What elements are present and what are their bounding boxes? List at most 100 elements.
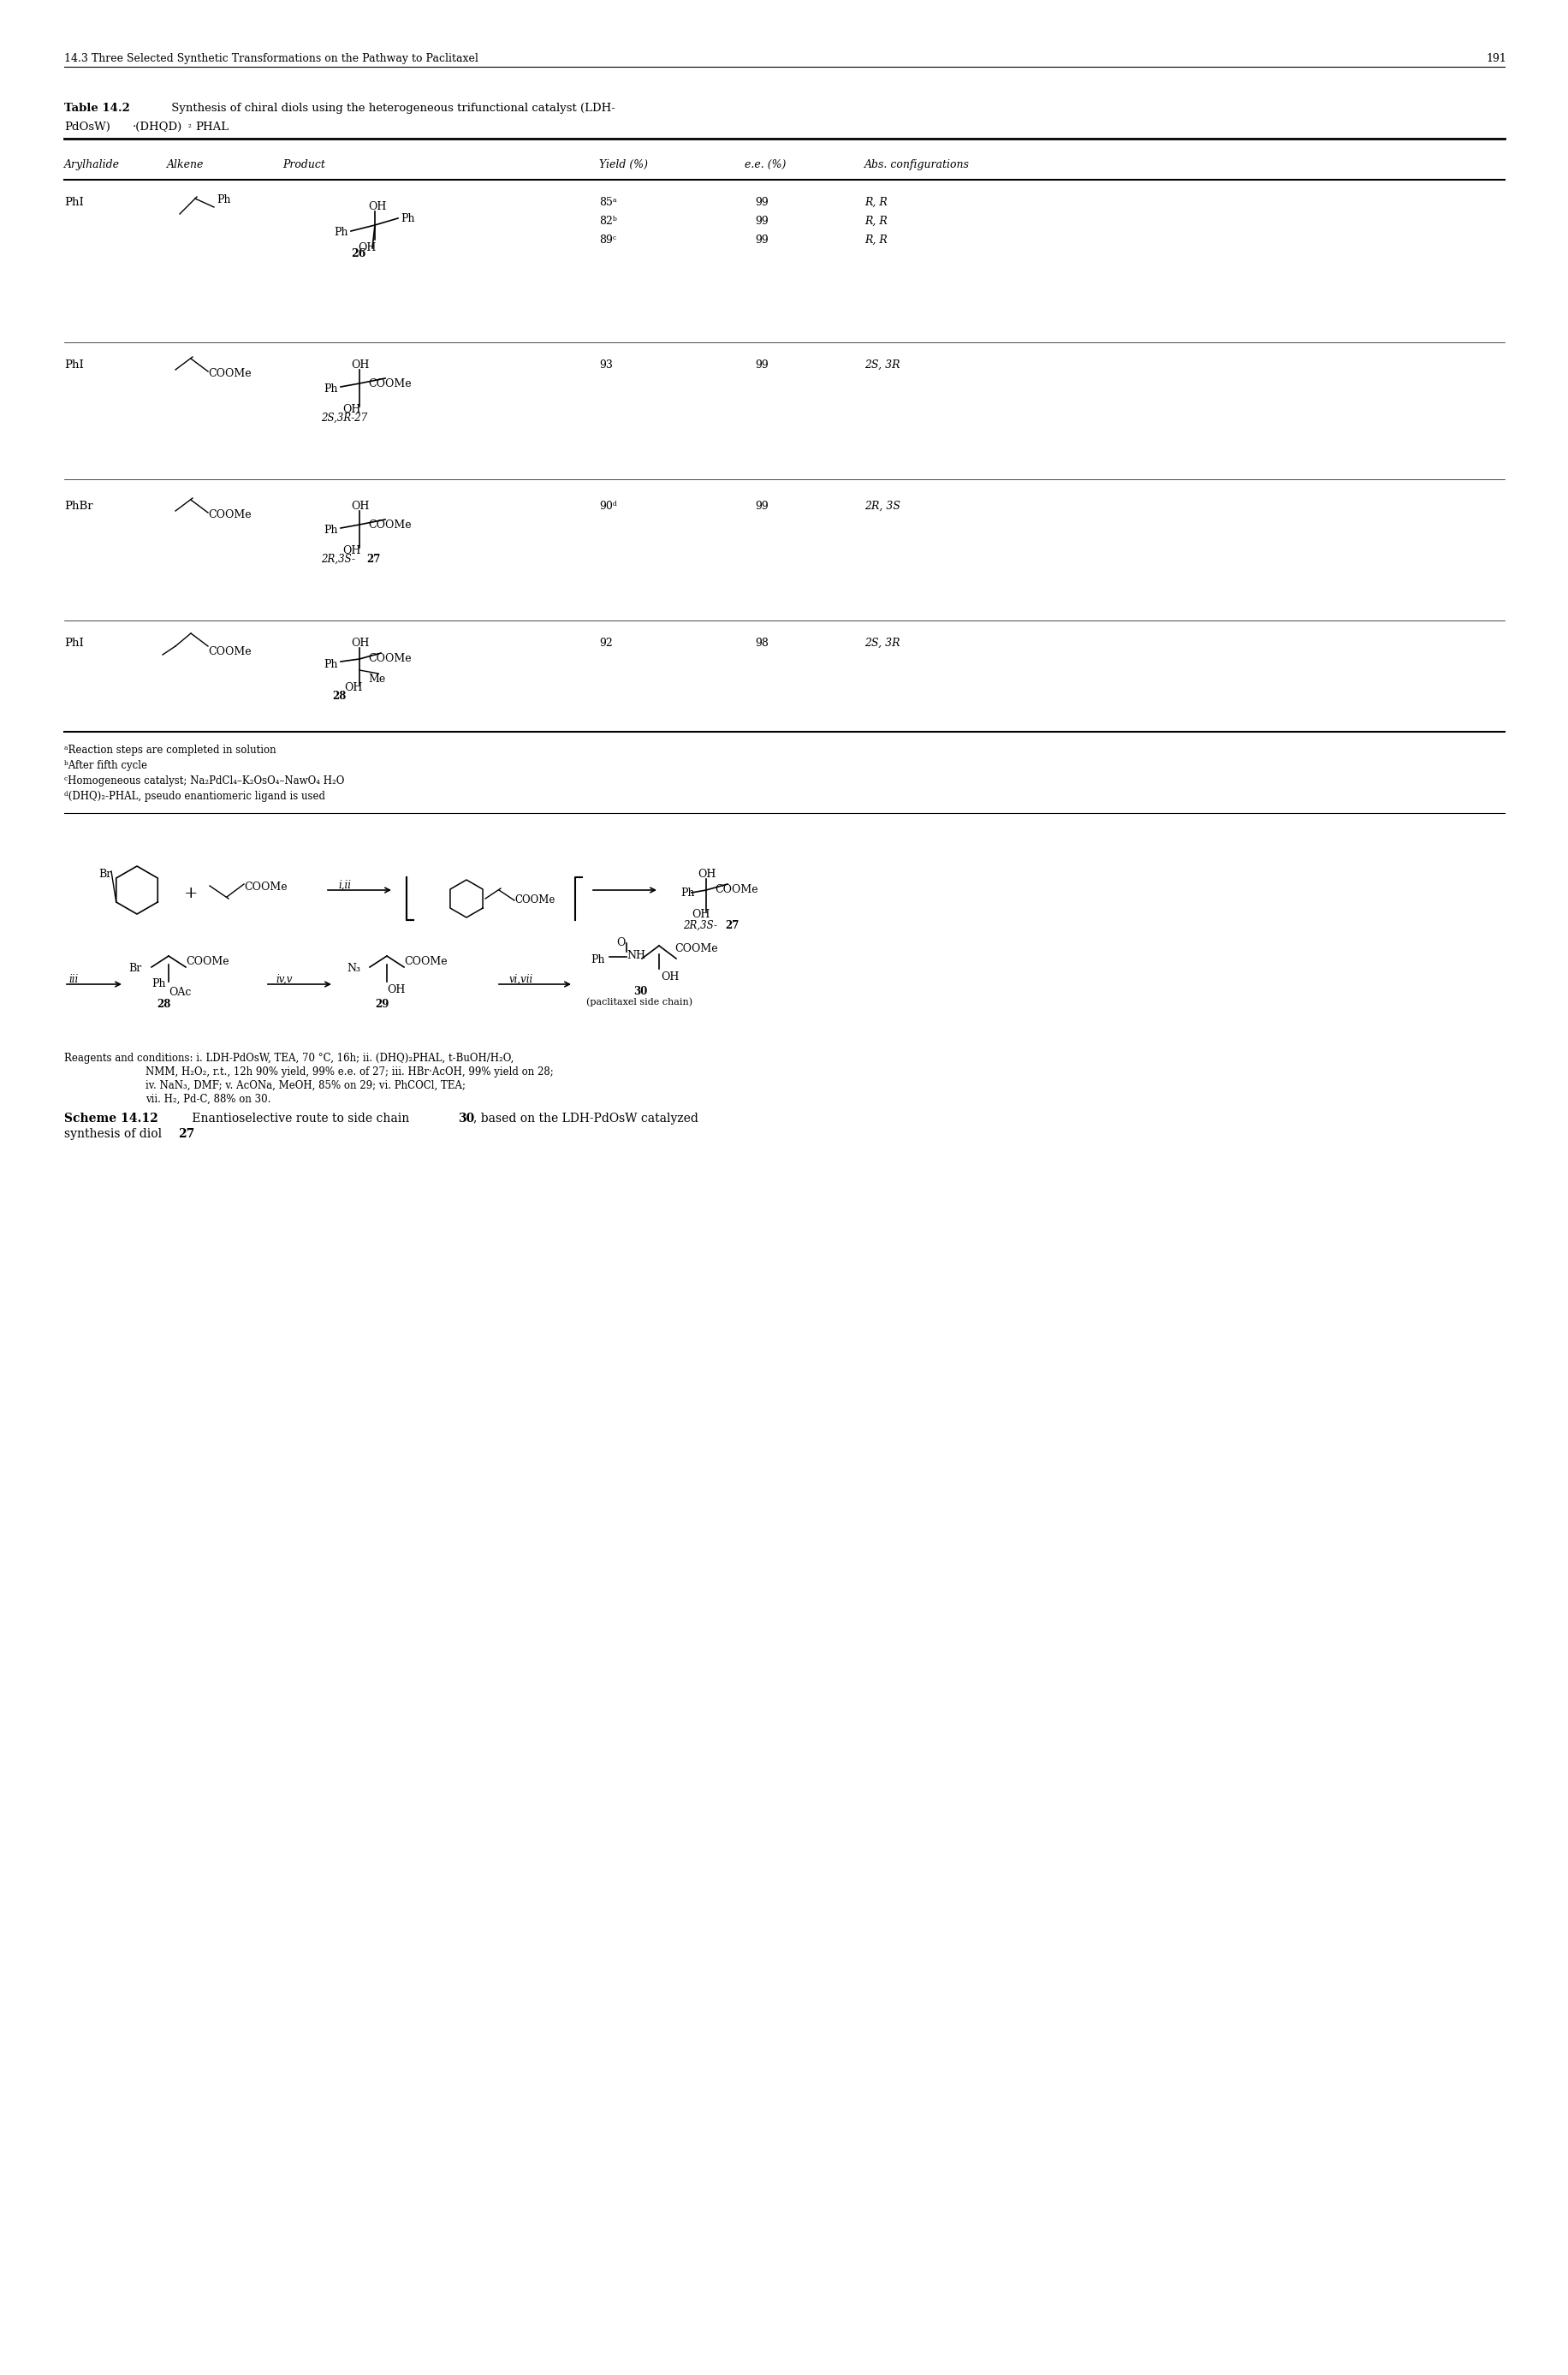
Text: Product: Product bbox=[282, 159, 325, 171]
Text: OH: OH bbox=[660, 971, 679, 983]
Text: OH: OH bbox=[387, 983, 405, 995]
Text: 26: 26 bbox=[351, 249, 365, 259]
Text: 98: 98 bbox=[754, 637, 768, 648]
Text: COOMe: COOMe bbox=[405, 957, 447, 967]
Text: OH: OH bbox=[698, 869, 715, 879]
Text: iv,v: iv,v bbox=[276, 974, 292, 986]
Text: vi,vii: vi,vii bbox=[510, 974, 533, 986]
Text: PhI: PhI bbox=[64, 637, 83, 648]
Text: PdOsW): PdOsW) bbox=[64, 121, 110, 133]
Text: e.e. (%): e.e. (%) bbox=[745, 159, 786, 171]
Text: COOMe: COOMe bbox=[368, 378, 411, 390]
Text: Enantioselective route to side chain: Enantioselective route to side chain bbox=[188, 1112, 412, 1126]
Text: PHAL: PHAL bbox=[194, 121, 229, 133]
Text: Synthesis of chiral diols using the heterogeneous trifunctional catalyst (LDH-: Synthesis of chiral diols using the hete… bbox=[168, 102, 615, 114]
Text: Alkene: Alkene bbox=[166, 159, 204, 171]
Text: 99: 99 bbox=[754, 501, 768, 511]
Text: 2R, 3S: 2R, 3S bbox=[864, 501, 900, 511]
Text: Yield (%): Yield (%) bbox=[599, 159, 648, 171]
Text: (paclitaxel side chain): (paclitaxel side chain) bbox=[586, 998, 691, 1007]
Text: 99: 99 bbox=[754, 235, 768, 245]
Text: Me: Me bbox=[368, 674, 386, 684]
Text: COOMe: COOMe bbox=[715, 884, 757, 895]
Text: Ph: Ph bbox=[681, 888, 695, 898]
Text: Scheme 14.12: Scheme 14.12 bbox=[64, 1112, 158, 1126]
Text: OH: OH bbox=[343, 682, 362, 694]
Text: 27: 27 bbox=[177, 1128, 194, 1140]
Text: N₃: N₃ bbox=[347, 962, 361, 974]
Text: Ph: Ph bbox=[216, 195, 230, 204]
Text: O: O bbox=[616, 938, 624, 948]
Text: COOMe: COOMe bbox=[243, 881, 287, 893]
Text: Reagents and conditions: i. LDH-PdOsW, TEA, 70 °C, 16h; ii. (DHQ)₂PHAL, t-BuOH/H: Reagents and conditions: i. LDH-PdOsW, T… bbox=[64, 1052, 514, 1064]
Text: Table 14.2: Table 14.2 bbox=[64, 102, 130, 114]
Text: 30: 30 bbox=[458, 1112, 474, 1126]
Text: 2S, 3R: 2S, 3R bbox=[864, 637, 900, 648]
Text: NMM, H₂O₂, r.t., 12h 90% yield, 99% e.e. of 27; iii. HBr·AcOH, 99% yield on 28;: NMM, H₂O₂, r.t., 12h 90% yield, 99% e.e.… bbox=[146, 1066, 554, 1078]
Text: OH: OH bbox=[351, 501, 368, 511]
Text: Ph: Ph bbox=[323, 525, 337, 537]
Text: , based on the LDH-PdOsW catalyzed: , based on the LDH-PdOsW catalyzed bbox=[474, 1112, 698, 1126]
Text: NH: NH bbox=[626, 950, 644, 962]
Text: OH: OH bbox=[342, 404, 361, 416]
Text: PhBr: PhBr bbox=[64, 501, 93, 511]
Text: iv. NaN₃, DMF; v. AcONa, MeOH, 85% on 29; vi. PhCOCl, TEA;: iv. NaN₃, DMF; v. AcONa, MeOH, 85% on 29… bbox=[146, 1081, 466, 1090]
Text: PhI: PhI bbox=[64, 197, 83, 209]
Text: +: + bbox=[183, 886, 198, 900]
Text: COOMe: COOMe bbox=[674, 943, 718, 955]
Text: 30: 30 bbox=[633, 986, 648, 998]
Text: 2R,3S-: 2R,3S- bbox=[682, 919, 717, 931]
Text: 14.3 Three Selected Synthetic Transformations on the Pathway to Paclitaxel: 14.3 Three Selected Synthetic Transforma… bbox=[64, 52, 478, 64]
Text: 99: 99 bbox=[754, 216, 768, 226]
Text: 27: 27 bbox=[365, 553, 379, 565]
Text: Ph: Ph bbox=[334, 226, 348, 238]
Text: ᶜHomogeneous catalyst; Na₂PdCl₄–K₂OsO₄–NawO₄ H₂O: ᶜHomogeneous catalyst; Na₂PdCl₄–K₂OsO₄–N… bbox=[64, 774, 345, 786]
Text: 99: 99 bbox=[754, 197, 768, 209]
Text: R, R: R, R bbox=[864, 197, 887, 209]
Text: iii: iii bbox=[69, 974, 78, 986]
Text: OH: OH bbox=[358, 242, 376, 254]
Text: OH: OH bbox=[368, 202, 386, 211]
Text: Arylhalide: Arylhalide bbox=[64, 159, 119, 171]
Text: ᵃReaction steps are completed in solution: ᵃReaction steps are completed in solutio… bbox=[64, 746, 276, 755]
Text: 90ᵈ: 90ᵈ bbox=[599, 501, 616, 511]
Text: ·(DHQD): ·(DHQD) bbox=[133, 121, 182, 133]
Text: 2R,3S-: 2R,3S- bbox=[321, 553, 354, 565]
Text: 27: 27 bbox=[724, 919, 739, 931]
Text: COOMe: COOMe bbox=[514, 895, 555, 905]
Text: COOMe: COOMe bbox=[209, 508, 251, 520]
Text: OH: OH bbox=[351, 359, 368, 370]
Text: 93: 93 bbox=[599, 359, 613, 370]
Text: 92: 92 bbox=[599, 637, 612, 648]
Text: 82ᵇ: 82ᵇ bbox=[599, 216, 616, 226]
Text: ᵈ(DHQ)₂-PHAL, pseudo enantiomeric ligand is used: ᵈ(DHQ)₂-PHAL, pseudo enantiomeric ligand… bbox=[64, 791, 325, 803]
Text: 2S,3R-27: 2S,3R-27 bbox=[321, 413, 367, 423]
Text: R, R: R, R bbox=[864, 235, 887, 245]
Text: OAc: OAc bbox=[168, 986, 191, 998]
Text: OH: OH bbox=[351, 637, 368, 648]
Text: 28: 28 bbox=[157, 1000, 171, 1009]
Text: COOMe: COOMe bbox=[209, 368, 251, 380]
Text: 28: 28 bbox=[332, 691, 347, 701]
Text: Abs. configurations: Abs. configurations bbox=[864, 159, 969, 171]
Text: i,ii: i,ii bbox=[337, 879, 351, 891]
Text: 29: 29 bbox=[375, 1000, 389, 1009]
Text: vii. H₂, Pd-C, 88% on 30.: vii. H₂, Pd-C, 88% on 30. bbox=[146, 1095, 271, 1104]
Text: Ph: Ph bbox=[152, 978, 166, 990]
Text: ᵇAfter fifth cycle: ᵇAfter fifth cycle bbox=[64, 760, 147, 772]
Text: Ph: Ph bbox=[590, 955, 604, 964]
Text: 2S, 3R: 2S, 3R bbox=[864, 359, 900, 370]
Text: OH: OH bbox=[691, 910, 709, 919]
Text: Ph: Ph bbox=[323, 658, 337, 670]
Text: COOMe: COOMe bbox=[185, 957, 229, 967]
Text: COOMe: COOMe bbox=[368, 520, 411, 530]
Text: synthesis of diol: synthesis of diol bbox=[64, 1128, 166, 1140]
Text: 85ᵃ: 85ᵃ bbox=[599, 197, 616, 209]
Text: 191: 191 bbox=[1485, 52, 1505, 64]
Text: COOMe: COOMe bbox=[209, 646, 251, 658]
Text: Br: Br bbox=[99, 869, 111, 879]
Text: OH: OH bbox=[342, 546, 361, 556]
Text: Br: Br bbox=[129, 962, 141, 974]
Text: Ph: Ph bbox=[400, 214, 414, 223]
Text: 89ᶜ: 89ᶜ bbox=[599, 235, 616, 245]
